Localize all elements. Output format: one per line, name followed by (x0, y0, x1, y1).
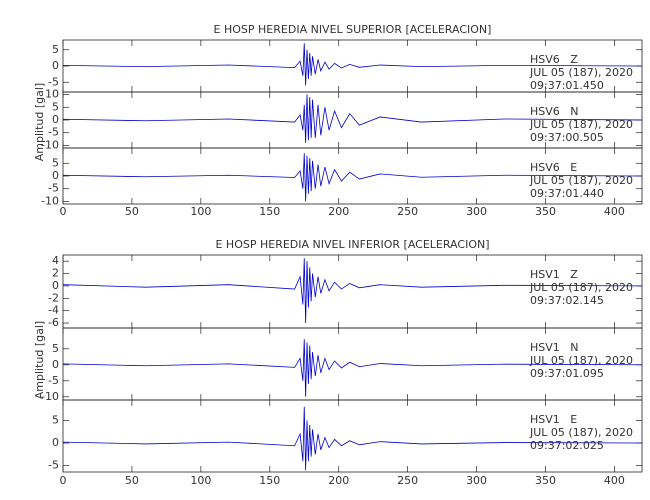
time-label: 09:37:02.025 (530, 439, 604, 452)
y-tick-label: -10 (41, 390, 59, 403)
y-tick-label: 5 (52, 43, 59, 56)
x-tick-label: 300 (466, 474, 487, 487)
x-tick-label: 200 (328, 205, 349, 218)
trace-frame (62, 399, 643, 473)
station-label: HSV6 N (530, 105, 579, 118)
trace-line (62, 43, 643, 86)
trace-line (62, 406, 643, 471)
y-tick-label: 0 (52, 436, 59, 449)
y-tick-label: -5 (48, 459, 59, 472)
date-label: JUL 05 (187), 2020 (529, 174, 633, 187)
station-label: HSV1 Z (530, 268, 578, 281)
x-tick-label: 350 (535, 205, 556, 218)
date-label: JUL 05 (187), 2020 (529, 281, 633, 294)
x-tick-label: 150 (259, 474, 280, 487)
y-tick-label: -4 (48, 304, 59, 317)
time-label: 09:37:00.505 (530, 131, 604, 144)
trace-line (62, 153, 643, 202)
y-tick-label: -10 (41, 194, 59, 207)
chart-title: E HOSP HEREDIA NIVEL INFERIOR [ACELERACI… (215, 238, 489, 251)
x-tick-label: 250 (397, 205, 418, 218)
date-label: JUL 05 (187), 2020 (529, 118, 633, 131)
time-label: 09:37:01.440 (530, 187, 604, 200)
y-tick-label: -5 (48, 374, 59, 387)
x-tick-label: 0 (60, 205, 67, 218)
date-label: JUL 05 (187), 2020 (529, 426, 633, 439)
y-axis-label: Amplitud [gal] (33, 321, 46, 399)
date-label: JUL 05 (187), 2020 (529, 66, 633, 79)
y-tick-label: -6 (48, 316, 59, 329)
y-tick-label: 0 (52, 358, 59, 371)
x-tick-label: 300 (466, 205, 487, 218)
y-tick-label: 5 (52, 342, 59, 355)
x-tick-label: 350 (535, 474, 556, 487)
x-tick-label: 50 (125, 474, 139, 487)
y-tick-label: -10 (41, 138, 59, 151)
y-tick-label: 5 (52, 413, 59, 426)
station-label: HSV6 E (530, 161, 577, 174)
x-tick-label: 50 (125, 205, 139, 218)
y-tick-label: -5 (48, 182, 59, 195)
x-tick-label: 100 (190, 474, 211, 487)
x-tick-label: 400 (604, 205, 625, 218)
time-label: 09:37:02.145 (530, 294, 604, 307)
y-tick-label: 4 (52, 254, 59, 267)
station-label: HSV1 N (530, 341, 579, 354)
y-axis-label: Amplitud [gal] (33, 83, 46, 161)
x-tick-label: 0 (60, 474, 67, 487)
trace-line (62, 258, 643, 324)
y-tick-label: 0 (52, 113, 59, 126)
y-tick-label: 0 (52, 59, 59, 72)
y-tick-label: 10 (45, 88, 59, 101)
trace-line (62, 339, 643, 397)
x-tick-label: 250 (397, 474, 418, 487)
time-label: 09:37:01.450 (530, 79, 604, 92)
y-tick-label: 0 (52, 169, 59, 182)
y-tick-label: 5 (52, 156, 59, 169)
y-tick-label: -5 (48, 126, 59, 139)
y-tick-label: -2 (48, 291, 59, 304)
x-tick-label: 400 (604, 474, 625, 487)
y-tick-label: 0 (52, 279, 59, 292)
date-label: JUL 05 (187), 2020 (529, 354, 633, 367)
time-label: 09:37:01.095 (530, 367, 604, 380)
x-tick-label: 150 (259, 205, 280, 218)
station-label: HSV1 E (530, 413, 577, 426)
x-tick-label: 100 (190, 205, 211, 218)
station-label: HSV6 Z (530, 53, 578, 66)
y-tick-label: 5 (52, 100, 59, 113)
y-tick-label: 2 (52, 267, 59, 280)
y-tick-label: -5 (48, 75, 59, 88)
x-tick-label: 200 (328, 474, 349, 487)
chart-title: E HOSP HEREDIA NIVEL SUPERIOR [ACELERACI… (214, 23, 492, 36)
trace-line (62, 94, 643, 143)
